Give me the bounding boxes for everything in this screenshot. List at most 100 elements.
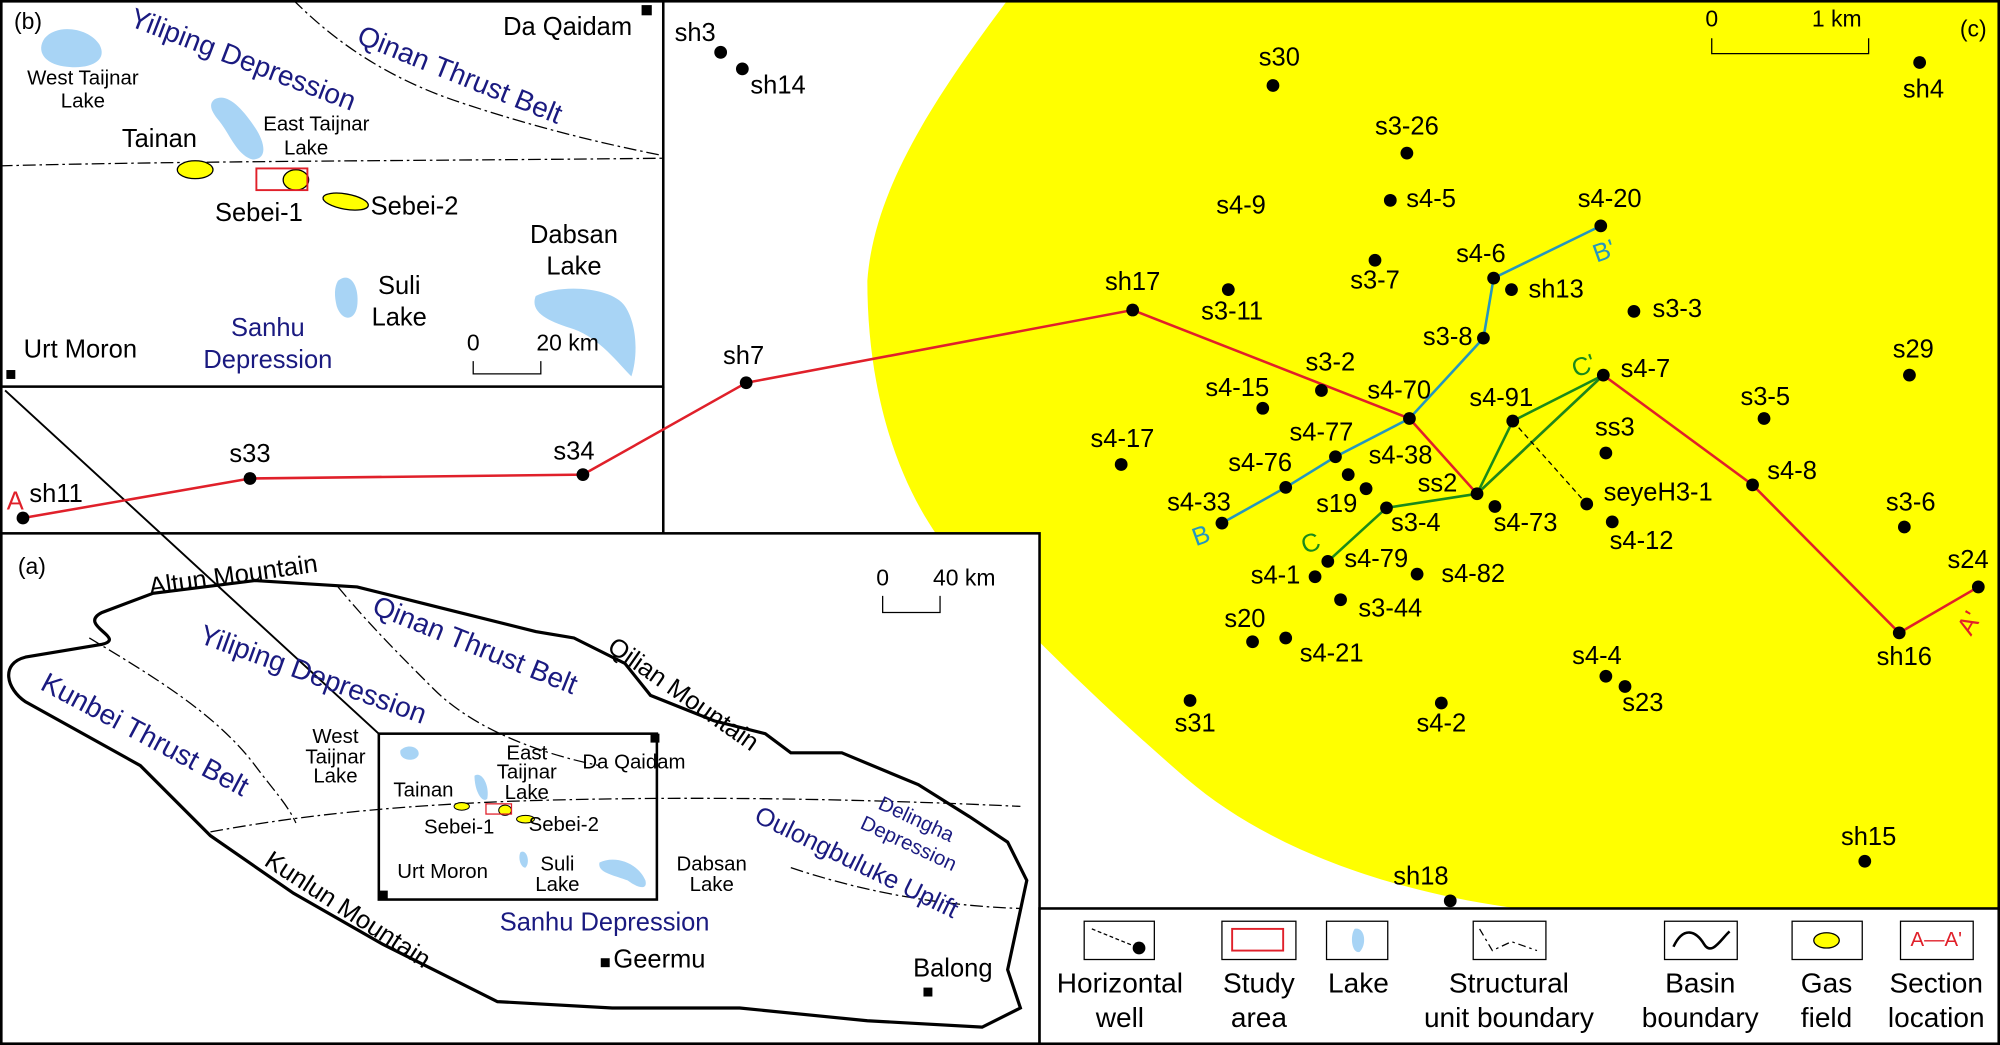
well-label: s4-12	[1610, 527, 1674, 555]
well-dot	[1599, 446, 1613, 460]
well-dot	[1892, 626, 1906, 640]
region-label: Sanhu	[231, 314, 305, 342]
legend-label: Horizontal	[1057, 967, 1183, 998]
well-label: s4-79	[1344, 545, 1408, 573]
structural-boundary	[88, 637, 297, 824]
gas-field	[322, 192, 369, 211]
scale-label: 0	[467, 330, 480, 356]
legend-icon	[1091, 928, 1140, 949]
town-marker	[6, 370, 16, 379]
inset-connector	[4, 389, 381, 736]
place-label: Dabsan	[530, 221, 618, 249]
well-label: s4-38	[1369, 442, 1433, 470]
well-dot	[1903, 368, 1916, 382]
well-label: s30	[1259, 43, 1300, 71]
well-label: s3-5	[1741, 383, 1791, 411]
well-dot	[1221, 283, 1235, 297]
well-dot	[1434, 696, 1448, 710]
well-dot	[1266, 79, 1280, 92]
town-marker	[923, 987, 933, 997]
place-label: Sebei-2	[371, 193, 459, 221]
structural-boundary	[292, 0, 664, 157]
well-label: sh7	[723, 342, 764, 370]
well-dot	[1359, 482, 1373, 496]
well-dot	[1618, 680, 1632, 693]
lake	[519, 851, 528, 868]
inset-frame	[377, 732, 659, 901]
well-dot	[1487, 271, 1500, 285]
well-dot	[1913, 56, 1927, 69]
legend-icon	[1083, 920, 1155, 961]
panel-a-map	[7, 578, 1029, 1029]
well-label: sh16	[1877, 643, 1932, 671]
well-label: s3-26	[1375, 112, 1439, 140]
well-dot	[1403, 412, 1416, 425]
well-label: ss3	[1595, 413, 1635, 441]
scale-label: 20 km	[536, 330, 599, 356]
well-label: s3-7	[1350, 267, 1400, 295]
place-label: East Taijnar	[263, 113, 369, 135]
region-label: Sanhu Depression	[500, 909, 710, 937]
region-label: Depression	[203, 346, 332, 374]
well-label: s34	[553, 438, 594, 466]
well-label: sh18	[1393, 863, 1448, 891]
well-label: s4-91	[1469, 384, 1533, 412]
well-dot	[1368, 253, 1382, 267]
legend-icon	[1231, 927, 1285, 952]
well-label: s3-11	[1201, 297, 1263, 325]
well-dot	[1126, 303, 1140, 317]
well-label: s4-5	[1406, 185, 1456, 213]
well-label: sh4	[1903, 75, 1944, 103]
place-label: Lake	[690, 874, 734, 896]
lake	[400, 746, 419, 760]
legend-label: field	[1801, 1002, 1852, 1033]
place-label: Taijnar	[497, 762, 557, 784]
well-dot	[739, 376, 753, 390]
well-dot	[1256, 401, 1270, 415]
place-label: Suli	[378, 272, 421, 300]
well-dot	[1400, 146, 1414, 160]
legend-label: location	[1888, 1002, 1985, 1033]
well-dot	[1897, 520, 1911, 534]
gas-field	[453, 802, 470, 811]
section-label: A	[7, 487, 24, 515]
well-dot	[243, 472, 257, 485]
well-label: s3-6	[1886, 489, 1936, 517]
section-line-c	[1476, 374, 1605, 495]
well-label: s4-77	[1290, 419, 1354, 447]
legend-icon	[1351, 928, 1365, 953]
well-dot	[1505, 283, 1518, 297]
well-label: s3-8	[1423, 323, 1473, 351]
well-dot	[576, 468, 590, 482]
panel-b-map	[0, 0, 664, 379]
well-dot	[1599, 669, 1613, 683]
well-dot	[1183, 694, 1197, 707]
legend-label: Lake	[1328, 967, 1389, 998]
well-dot	[735, 62, 749, 76]
panel-label: (c)	[1960, 16, 1987, 42]
place-label: Urt Moron	[24, 336, 137, 364]
well-label: sh13	[1528, 276, 1583, 304]
place-label: Urt Moron	[397, 861, 488, 883]
well-label: s4-2	[1417, 709, 1467, 737]
lake	[534, 288, 636, 377]
well-dot	[1215, 516, 1229, 530]
well-label: s4-6	[1456, 240, 1506, 268]
scale-label: 1 km	[1812, 5, 1862, 31]
legend-label: well	[1095, 1002, 1144, 1033]
legend-label: Basin	[1665, 967, 1735, 998]
scale-bar	[472, 361, 542, 375]
legend-icon	[1472, 920, 1547, 961]
structural-boundary	[790, 867, 1021, 910]
well-dot	[1605, 515, 1619, 529]
legend-icon-text: A—A'	[1910, 929, 1962, 951]
well-dot	[1971, 580, 1985, 594]
well-label: sh17	[1105, 268, 1160, 296]
well-label: s4-21	[1300, 639, 1364, 667]
well-label: s4-7	[1621, 355, 1671, 383]
place-label: Lake	[372, 304, 427, 332]
well-dot	[1746, 478, 1759, 492]
well-label: sh11	[29, 480, 82, 508]
